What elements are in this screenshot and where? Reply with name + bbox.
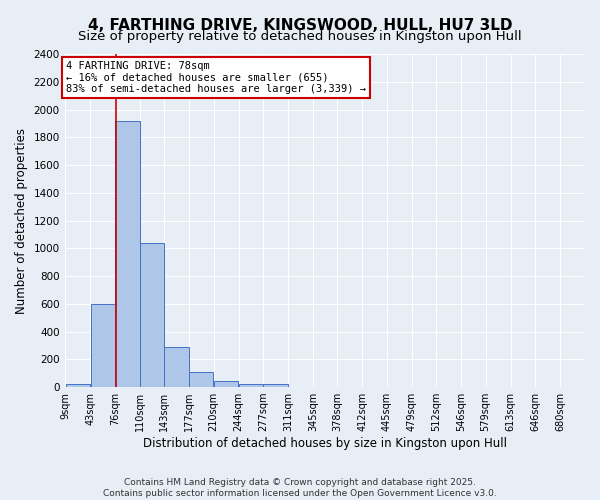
Bar <box>140 242 164 387</box>
Text: 4, FARTHING DRIVE, KINGSWOOD, HULL, HU7 3LD: 4, FARTHING DRIVE, KINGSWOOD, HULL, HU7 … <box>88 18 512 32</box>
Bar <box>91 304 115 387</box>
Text: Contains HM Land Registry data © Crown copyright and database right 2025.
Contai: Contains HM Land Registry data © Crown c… <box>103 478 497 498</box>
Bar <box>239 384 263 387</box>
Bar <box>263 384 288 387</box>
Bar <box>65 384 90 387</box>
X-axis label: Distribution of detached houses by size in Kingston upon Hull: Distribution of detached houses by size … <box>143 437 507 450</box>
Bar <box>115 120 140 387</box>
Bar <box>214 381 238 387</box>
Y-axis label: Number of detached properties: Number of detached properties <box>15 128 28 314</box>
Bar <box>164 347 189 387</box>
Text: 4 FARTHING DRIVE: 78sqm
← 16% of detached houses are smaller (655)
83% of semi-d: 4 FARTHING DRIVE: 78sqm ← 16% of detache… <box>66 61 366 94</box>
Bar <box>190 372 214 387</box>
Text: Size of property relative to detached houses in Kingston upon Hull: Size of property relative to detached ho… <box>78 30 522 43</box>
